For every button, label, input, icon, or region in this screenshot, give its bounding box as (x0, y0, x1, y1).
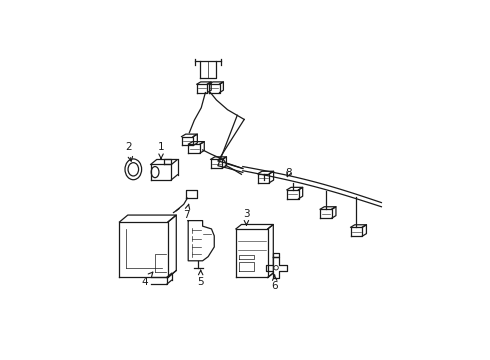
Text: 3: 3 (243, 209, 250, 225)
Text: 7: 7 (183, 204, 190, 220)
Text: 2: 2 (125, 142, 133, 161)
Text: 5: 5 (197, 270, 204, 287)
Text: 1: 1 (158, 142, 164, 158)
Text: 4: 4 (141, 272, 153, 287)
Text: 8: 8 (285, 168, 292, 179)
Text: 6: 6 (271, 275, 278, 291)
